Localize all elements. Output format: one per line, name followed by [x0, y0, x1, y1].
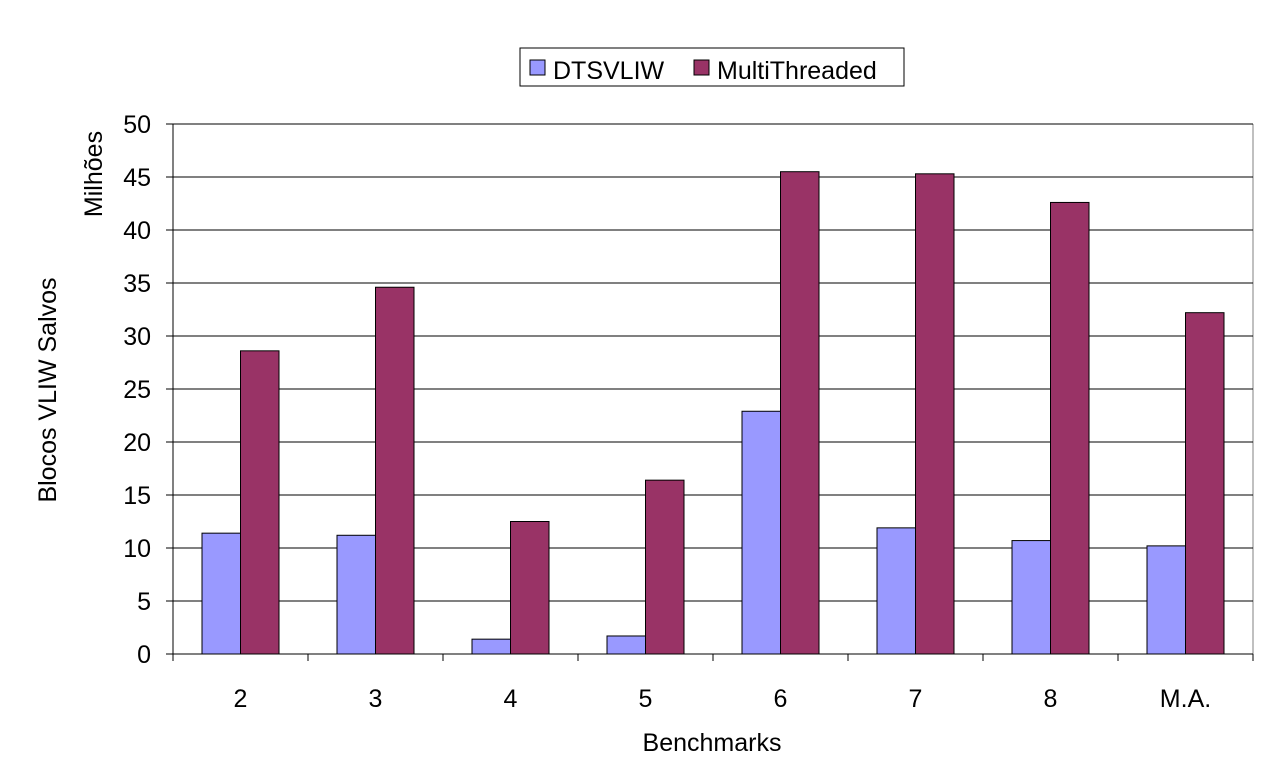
bar-dtsvliw-2 — [201, 532, 241, 655]
y-axis-unit: Milhões — [80, 131, 108, 217]
y-axis-label: Blocos VLIW Salvos — [34, 277, 62, 502]
y-tick-label: 15 — [123, 482, 151, 510]
y-tick-label: 10 — [123, 535, 151, 563]
y-tick-label: 50 — [123, 111, 151, 139]
legend-box — [519, 47, 905, 87]
y-tick-label: 40 — [123, 217, 151, 245]
y-tick-label: 45 — [123, 164, 151, 192]
bar-multithreaded-5 — [645, 479, 685, 655]
x-tick-label: 7 — [909, 685, 923, 713]
bar-dtsvliw-6 — [741, 410, 781, 655]
y-tick-label: 20 — [123, 429, 151, 457]
x-axis-label: Benchmarks — [643, 729, 782, 757]
bar-multithreaded-2 — [240, 350, 280, 655]
bar-dtsvliw-5 — [606, 635, 646, 655]
bars — [201, 171, 1225, 655]
x-tick-label: 2 — [234, 685, 248, 713]
bar-multithreaded-3 — [375, 286, 415, 655]
legend-label-dtsvliw: DTSVLIW — [553, 57, 665, 85]
bar-dtsvliw-7 — [876, 527, 916, 655]
y-tick-label: 25 — [123, 376, 151, 404]
bar-multithreaded-ma — [1185, 312, 1225, 655]
y-tick-labels: 0 5 10 15 20 25 30 35 40 45 50 — [123, 111, 151, 669]
x-tick-label: 8 — [1044, 685, 1058, 713]
y-tick-label: 0 — [137, 641, 151, 669]
x-tick-label: 3 — [369, 685, 383, 713]
x-tick-label: M.A. — [1160, 685, 1211, 713]
bar-dtsvliw-4 — [471, 638, 511, 655]
bar-multithreaded-4 — [510, 521, 550, 655]
bar-multithreaded-6 — [780, 171, 820, 655]
x-tick-label: 5 — [639, 685, 653, 713]
legend-swatch-multithreaded — [693, 59, 710, 76]
legend-swatch-dtsvliw — [529, 59, 546, 76]
bar-dtsvliw-ma — [1146, 545, 1186, 655]
y-tick-label: 30 — [123, 323, 151, 351]
bar-multithreaded-8 — [1050, 201, 1090, 655]
gridlines — [173, 123, 1254, 654]
axes — [166, 123, 1254, 661]
y-tick-label: 35 — [123, 270, 151, 298]
legend: DTSVLIW MultiThreaded — [519, 47, 905, 87]
bar-multithreaded-7 — [915, 173, 955, 655]
y-tick-label: 5 — [137, 588, 151, 616]
x-tick-label: 4 — [504, 685, 518, 713]
x-tick-labels: 2 3 4 5 6 7 8 M.A. — [234, 685, 1212, 713]
x-tick-label: 6 — [774, 685, 788, 713]
bar-dtsvliw-8 — [1011, 540, 1051, 655]
bar-dtsvliw-3 — [336, 534, 376, 655]
legend-label-multithreaded: MultiThreaded — [717, 57, 877, 85]
